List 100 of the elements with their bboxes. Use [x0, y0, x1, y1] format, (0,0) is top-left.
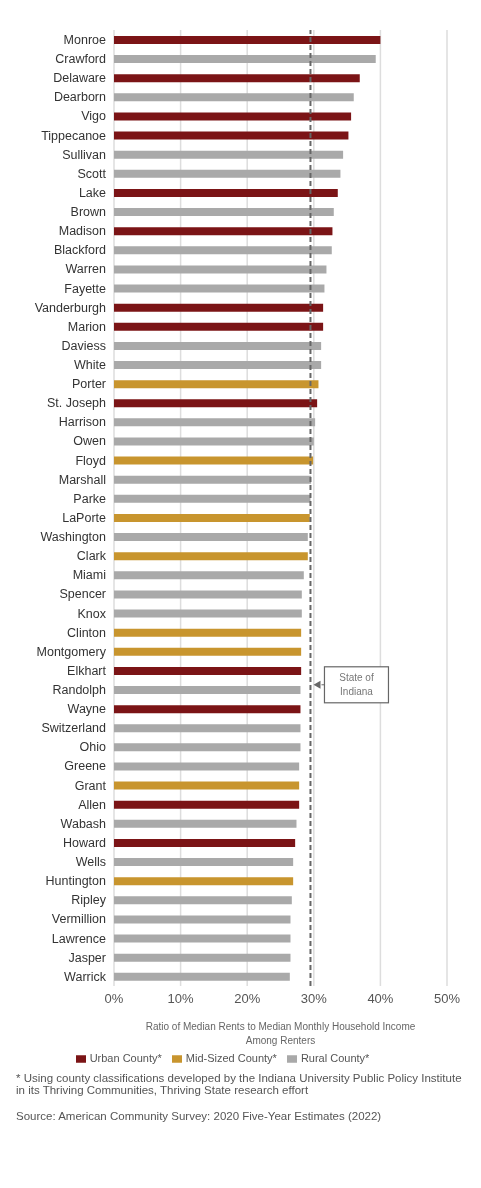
y-tick-label: Jasper: [68, 950, 106, 965]
text: * Using county classifications developed by the Indiana University Public Policy Institute in its Thriving Communities, Thriving State research effort: [16, 1072, 463, 1096]
bar: [114, 494, 311, 503]
y-tick-label: Wabash: [60, 816, 107, 831]
bar: [114, 800, 300, 809]
y-tick-label: Owen: [73, 434, 107, 449]
bar: [114, 838, 296, 847]
y-tick-label: Allen: [78, 797, 107, 812]
y-tick-label: Daviess: [61, 338, 106, 353]
y-tick-label: Knox: [77, 606, 107, 621]
y-tick-label: Tippecanoe: [41, 128, 107, 143]
y-tick-label: Lake: [78, 185, 107, 200]
bar: [114, 972, 290, 981]
bar: [114, 552, 308, 561]
bar: [114, 934, 291, 943]
bar: [114, 513, 310, 522]
y-tick-label: Brown: [70, 205, 107, 220]
source-note: Source: American Community Survey: 2020 Five-Year Estimates (2022): [16, 1110, 383, 1122]
y-tick-label: Huntington: [45, 874, 107, 889]
y-tick-label: Elkhart: [67, 663, 107, 678]
y-tick-label: Parke: [73, 491, 107, 506]
bar: [114, 418, 316, 427]
x-tick-label: 50%: [433, 991, 461, 1007]
bar: [114, 724, 301, 733]
bar: [114, 208, 334, 217]
x-tick-label: 30%: [300, 991, 328, 1007]
bar: [114, 571, 304, 580]
y-tick-label: Harrison: [58, 415, 107, 430]
y-tick-label: Clark: [76, 549, 107, 564]
y-tick-label: Vigo: [81, 109, 107, 124]
y-tick-label: Marion: [67, 319, 107, 334]
bar: [114, 93, 354, 102]
y-tick-label: Madison: [58, 224, 107, 239]
bar: [114, 284, 325, 293]
bar: [114, 437, 314, 446]
bar: [114, 819, 297, 828]
y-tick-label: Dearborn: [53, 90, 107, 105]
bar: [114, 915, 291, 924]
x-axis-title: Ratio of Median Rents to Median Monthly Household Income Among Renters: [145, 1020, 416, 1046]
y-tick-label: Grant: [74, 778, 107, 793]
legend-label: Rural County*: [300, 1051, 370, 1064]
y-tick-label: Blackford: [53, 243, 107, 258]
legend-label: Mid-Sized County*: [185, 1051, 277, 1064]
bar: [114, 169, 341, 178]
y-tick-label: Vanderburgh: [34, 300, 107, 315]
bar: [114, 265, 327, 274]
y-tick-label: Montgomery: [36, 644, 107, 659]
bar: [114, 705, 301, 714]
y-tick-label: Fayette: [64, 281, 107, 296]
bar: [114, 896, 292, 905]
bar: [114, 341, 322, 350]
bar: [114, 361, 322, 370]
bar: [114, 150, 344, 159]
bar: [114, 781, 300, 790]
y-tick-label: Sullivan: [62, 147, 107, 162]
ref-line-label: State of Indiana: [339, 671, 374, 697]
y-tick-label: Crawford: [55, 52, 107, 67]
x-tick-label: 10%: [167, 991, 195, 1007]
bar: [114, 303, 324, 312]
y-tick-label: Howard: [62, 835, 107, 850]
bar: [114, 666, 302, 675]
y-tick-label: Wayne: [67, 702, 107, 717]
y-tick-label: Wells: [75, 855, 106, 870]
y-tick-label: Porter: [71, 377, 106, 392]
y-tick-label: Warren: [65, 262, 107, 277]
bar: [114, 743, 301, 752]
bar: [114, 399, 318, 408]
y-tick-label: Floyd: [75, 453, 107, 468]
y-tick-label: Delaware: [53, 71, 107, 86]
y-tick-label: Ripley: [71, 893, 107, 908]
x-tick-label: 40%: [367, 991, 394, 1007]
y-tick-label: St. Joseph: [46, 396, 107, 411]
y-tick-label: Ohio: [79, 740, 107, 755]
y-tick-label: Vermillion: [51, 912, 107, 927]
y-tick-label: Spencer: [59, 587, 106, 602]
y-tick-label: LaPorte: [62, 510, 107, 525]
bar: [114, 112, 352, 121]
y-tick-label: Switzerland: [41, 721, 107, 736]
bar: [114, 686, 301, 695]
y-tick-label: Monroe: [63, 33, 107, 47]
bar: [114, 953, 291, 962]
bar: [114, 246, 332, 255]
bar: [114, 647, 302, 656]
bar: [114, 533, 308, 542]
y-tick-label: White: [74, 358, 107, 372]
bar: [114, 55, 376, 64]
y-tick-label: Marshall: [58, 472, 106, 487]
x-tick-label: 20%: [234, 991, 261, 1007]
bar: [114, 762, 300, 771]
bar: [114, 609, 302, 618]
bar: [114, 131, 349, 140]
y-tick-label: Scott: [77, 166, 107, 181]
y-tick-label: Randolph: [52, 683, 107, 698]
x-tick-label: 0%: [104, 991, 124, 1007]
bar: [114, 858, 294, 867]
legend-label: Urban County*: [89, 1051, 162, 1064]
bar: [114, 628, 302, 637]
y-tick-label: Greene: [64, 759, 107, 774]
bar: [114, 590, 302, 599]
y-tick-label: Miami: [72, 568, 106, 583]
